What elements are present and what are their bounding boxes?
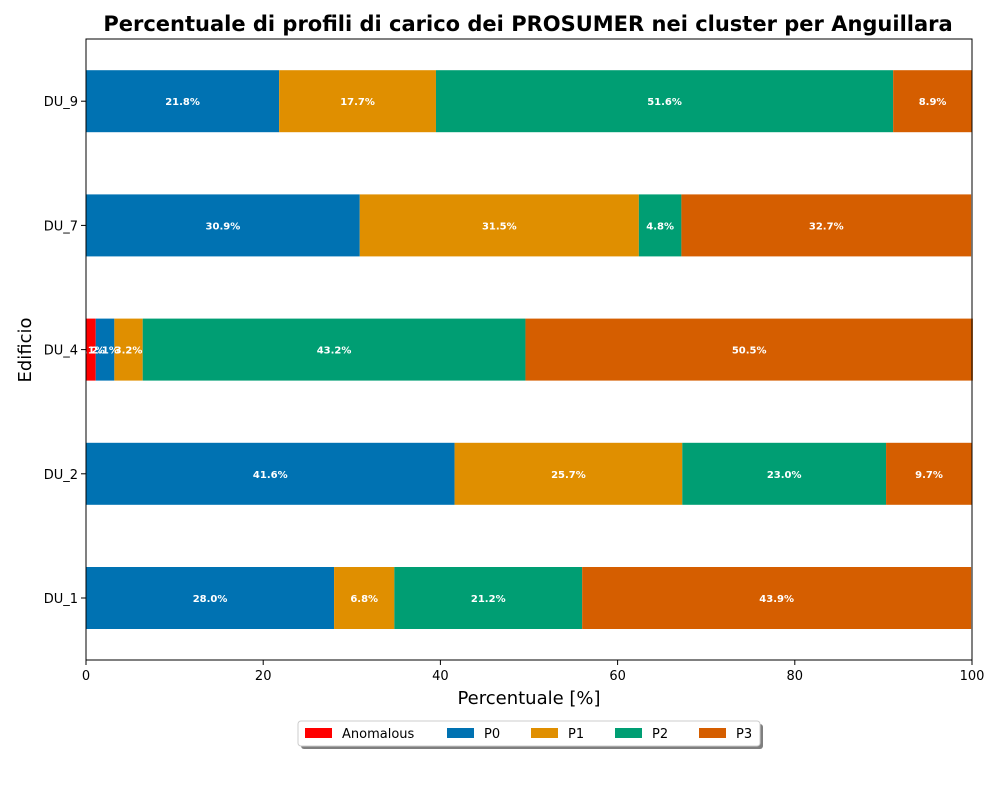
data-label-du-4-p1: 3.2% xyxy=(115,346,143,357)
data-label-du-1-p0: 28.0% xyxy=(193,594,228,605)
bar-du-9-p0 xyxy=(86,70,280,133)
data-label-du-2-p2: 23.0% xyxy=(767,470,802,481)
data-label-du-4-p3: 50.5% xyxy=(732,346,767,357)
data-label-du-9-p1: 17.7% xyxy=(340,97,375,108)
data-label-du-4-anomalous: 1.1% xyxy=(77,346,105,357)
legend-label-p0: P0 xyxy=(484,727,500,742)
data-label-du-9-p2: 51.6% xyxy=(647,97,682,108)
data-label-du-2-p1: 25.7% xyxy=(551,470,586,481)
y-axis-ticks: DU_1 DU_2 DU_4 DU_7 DU_9 xyxy=(44,95,86,607)
bar-du-7-p1 xyxy=(359,194,639,257)
x-tick-label: 40 xyxy=(432,669,449,684)
data-label-du-1-p2: 21.2% xyxy=(471,594,506,605)
bar-du-1-p1 xyxy=(334,567,395,629)
data-labels-group: 28.0% 6.8% 21.2% 43.9% 41.6% 25.7% 23.0% 9.7% 1.… xyxy=(77,97,946,605)
bar-du-9-p3 xyxy=(893,70,972,133)
legend-swatch-p0 xyxy=(447,728,474,738)
bar-du-1-p0 xyxy=(86,567,335,629)
y-tick-label: DU_4 xyxy=(44,344,78,359)
bar-du-2-p1 xyxy=(454,442,683,505)
bar-du-7-p0 xyxy=(86,194,360,257)
x-tick-label: 0 xyxy=(82,669,90,684)
bar-du-4-p2 xyxy=(142,318,526,381)
y-tick-label: DU_1 xyxy=(44,592,78,607)
legend-label-p1: P1 xyxy=(568,727,584,742)
bar-du-4-p3 xyxy=(525,318,973,381)
data-label-du-9-p3: 8.9% xyxy=(919,97,947,108)
bar-du-2-p2 xyxy=(682,442,887,505)
x-tick-label: 20 xyxy=(255,669,272,684)
data-label-du-4-p0: 2.1% xyxy=(91,346,119,357)
data-label-du-9-p0: 21.8% xyxy=(165,97,200,108)
x-tick-label: 80 xyxy=(787,669,804,684)
data-label-du-2-p0: 41.6% xyxy=(253,470,288,481)
data-label-du-2-p3: 9.7% xyxy=(915,470,943,481)
bar-du-7-p3 xyxy=(681,194,972,257)
data-label-du-4-p2: 43.2% xyxy=(317,346,352,357)
legend-label-anomalous: Anomalous xyxy=(342,727,415,742)
bar-du-7-p2 xyxy=(638,194,682,257)
y-tick-label: DU_7 xyxy=(44,219,78,234)
x-tick-label: 100 xyxy=(960,669,985,684)
bar-du-9-p2 xyxy=(435,70,894,133)
bars-group xyxy=(86,70,973,629)
legend-label-p3: P3 xyxy=(736,727,752,742)
x-axis-label: Percentuale [%] xyxy=(457,688,600,709)
bar-du-1-p3 xyxy=(582,567,972,629)
bar-du-2-p0 xyxy=(86,442,455,505)
data-label-du-1-p1: 6.8% xyxy=(350,594,378,605)
bar-du-4-anomalous xyxy=(86,318,96,381)
data-label-du-7-p3: 32.7% xyxy=(809,221,844,232)
chart-title: Percentuale di profili di carico dei PRO… xyxy=(103,12,952,36)
y-tick-label: DU_2 xyxy=(44,468,78,483)
legend-box xyxy=(297,720,761,747)
bar-du-4-p0 xyxy=(95,318,115,381)
bar-du-2-p3 xyxy=(886,442,972,505)
data-label-du-7-p1: 31.5% xyxy=(482,221,517,232)
legend: Anomalous P0 P1 P2 P3 xyxy=(297,720,763,749)
legend-swatch-p1 xyxy=(531,728,558,738)
x-tick-label: 60 xyxy=(609,669,626,684)
legend-swatch-p3 xyxy=(699,728,726,738)
data-label-du-7-p2: 4.8% xyxy=(646,221,674,232)
legend-swatch-anomalous xyxy=(305,728,332,738)
y-axis-label: Edificio xyxy=(15,317,36,382)
legend-swatch-p2 xyxy=(615,728,642,738)
x-axis-ticks: 0 20 40 60 80 100 xyxy=(82,660,985,684)
bar-du-9-p1 xyxy=(279,70,436,133)
legend-label-p2: P2 xyxy=(652,727,668,742)
data-label-du-7-p0: 30.9% xyxy=(206,221,241,232)
bar-du-1-p2 xyxy=(394,567,583,629)
y-tick-label: DU_9 xyxy=(44,95,78,110)
data-label-du-1-p3: 43.9% xyxy=(759,594,794,605)
bar-du-4-p1 xyxy=(114,318,143,381)
